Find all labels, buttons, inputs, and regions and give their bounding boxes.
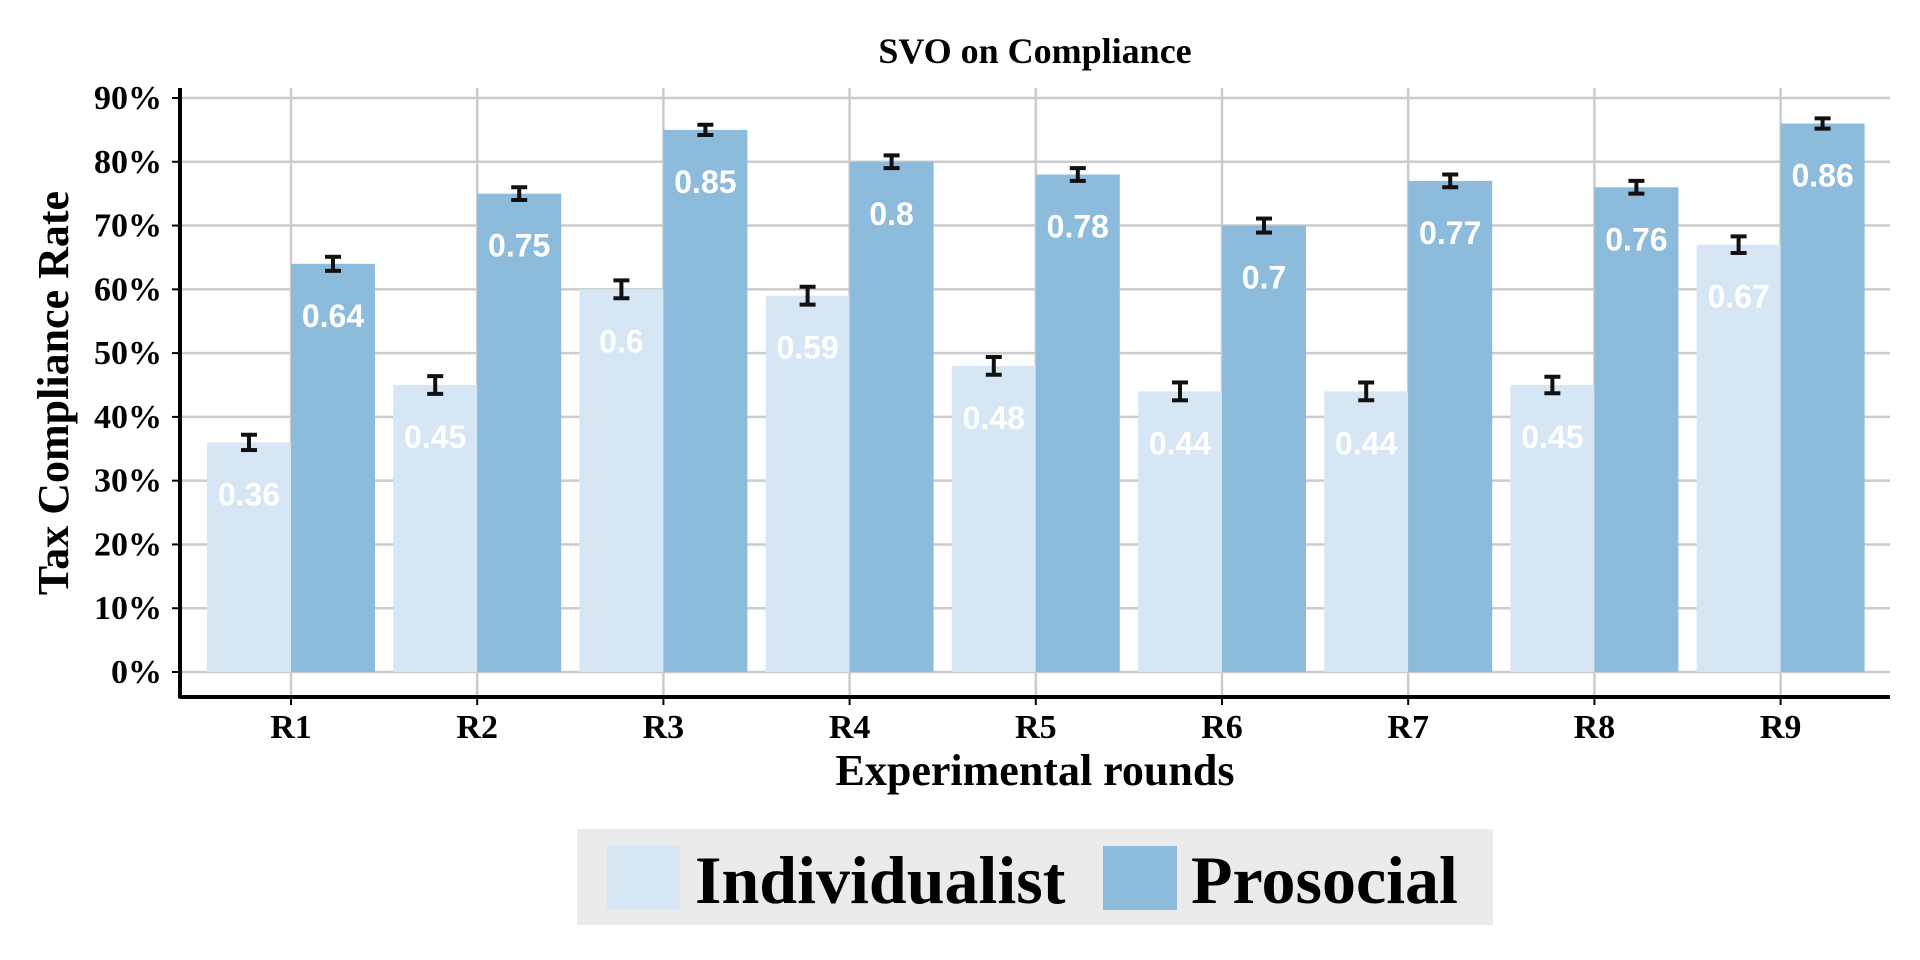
bar-prosocial xyxy=(663,129,748,672)
data-label: 0.6 xyxy=(599,323,643,359)
data-label: 0.36 xyxy=(218,476,280,512)
x-tick-label: R9 xyxy=(1760,709,1802,746)
data-label: 0.85 xyxy=(674,164,736,200)
data-label: 0.67 xyxy=(1707,279,1769,315)
data-label: 0.8 xyxy=(869,196,913,232)
x-tick-label: R8 xyxy=(1574,709,1616,746)
error-bar xyxy=(613,278,630,301)
data-label: 0.45 xyxy=(1521,419,1583,455)
data-label: 0.86 xyxy=(1791,158,1853,194)
bar-labels: 0.36 0.45 0.6 0.59 0.48 0.44 0.44 0.45 0.67 0.64 0… xyxy=(218,158,1854,513)
y-tick-label: 20% xyxy=(94,526,162,563)
error-bar xyxy=(325,254,341,273)
axes xyxy=(172,88,1890,705)
legend-swatch-prosocial xyxy=(1103,846,1177,910)
bar-individualist xyxy=(1696,244,1781,672)
y-tick-label: 10% xyxy=(94,590,162,627)
bar-individualist xyxy=(951,365,1036,672)
legend: Individualist Prosocial xyxy=(577,829,1493,925)
data-label: 0.44 xyxy=(1149,425,1211,461)
y-tick-label: 40% xyxy=(94,399,162,436)
bar-prosocial xyxy=(1594,187,1679,673)
legend-swatch-individualist xyxy=(607,846,680,910)
bar-prosocial xyxy=(1780,123,1865,672)
error-bar xyxy=(427,374,444,396)
data-label: 0.75 xyxy=(488,228,550,264)
error-bar xyxy=(1544,374,1561,396)
bar-prosocial xyxy=(477,193,562,672)
x-tick-label: R2 xyxy=(456,709,498,746)
error-bar xyxy=(883,153,900,171)
bars xyxy=(207,123,1865,673)
bar-individualist xyxy=(393,385,478,672)
bar-individualist xyxy=(1510,385,1595,672)
x-tick-label: R6 xyxy=(1201,709,1243,746)
data-label: 0.44 xyxy=(1335,425,1397,461)
data-label: 0.7 xyxy=(1242,260,1286,296)
bar-prosocial xyxy=(1222,225,1306,673)
y-tick-label: 0% xyxy=(111,654,162,691)
legend-label-prosocial: Prosocial xyxy=(1191,842,1458,918)
data-label: 0.59 xyxy=(776,330,838,366)
error-bar xyxy=(1442,172,1459,190)
error-bar xyxy=(1628,178,1645,196)
error-bar xyxy=(241,432,257,453)
error-bar xyxy=(799,284,816,307)
error-bar xyxy=(1730,234,1747,255)
error-bar xyxy=(1814,116,1831,131)
error-bar xyxy=(1069,166,1086,183)
y-tick-label: 60% xyxy=(94,271,162,308)
bar-individualist xyxy=(1138,391,1222,672)
legend-box xyxy=(577,829,1493,925)
data-label: 0.64 xyxy=(302,298,364,334)
bar-prosocial xyxy=(849,161,934,672)
chart-title: SVO on Compliance xyxy=(878,31,1191,71)
y-tick-label: 30% xyxy=(94,463,162,500)
y-tick-label: 90% xyxy=(94,80,162,117)
error-bar xyxy=(697,122,714,137)
x-tick-label: R3 xyxy=(643,709,685,746)
error-bar xyxy=(1172,380,1188,403)
error-bar xyxy=(1358,380,1375,403)
legend-label-individualist: Individualist xyxy=(695,842,1066,918)
y-axis-label: Tax Compliance Rate xyxy=(29,191,78,595)
y-tick-label: 70% xyxy=(94,208,162,245)
data-label: 0.78 xyxy=(1047,209,1109,245)
bar-individualist xyxy=(1324,391,1409,672)
bar-prosocial xyxy=(1408,180,1493,672)
y-tick-label: 50% xyxy=(94,335,162,372)
x-tick-label: R1 xyxy=(270,709,312,746)
x-tick-labels: R1 R2 R3 R4 R5 R6 R7 R8 R9 xyxy=(270,709,1801,746)
bar-individualist xyxy=(765,295,850,672)
bar-individualist xyxy=(207,442,291,672)
data-label: 0.77 xyxy=(1419,215,1481,251)
y-tick-labels: 0% 10% 20% 30% 40% 50% 60% 70% 80% 90% xyxy=(94,80,162,691)
error-bar xyxy=(985,354,1002,377)
bar-prosocial xyxy=(1035,174,1120,673)
x-tick-label: R4 xyxy=(829,709,871,746)
y-tick-label: 80% xyxy=(94,144,162,181)
error-bar xyxy=(1256,216,1272,235)
data-label: 0.45 xyxy=(404,419,466,455)
bar-prosocial xyxy=(291,263,375,672)
error-bars xyxy=(241,116,1831,453)
x-tick-label: R7 xyxy=(1387,709,1429,746)
x-axis-label: Experimental rounds xyxy=(836,746,1235,795)
data-label: 0.48 xyxy=(963,400,1025,436)
x-tick-label: R5 xyxy=(1015,709,1057,746)
bar-individualist xyxy=(579,289,664,672)
data-label: 0.76 xyxy=(1605,221,1667,257)
error-bar xyxy=(511,185,528,203)
